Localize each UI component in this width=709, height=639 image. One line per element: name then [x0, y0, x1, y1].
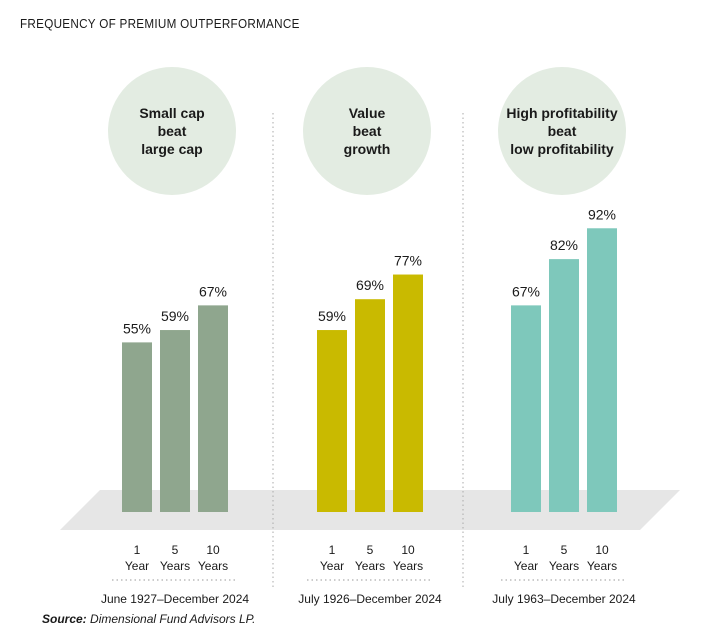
value-label: 69%	[356, 277, 384, 293]
bar	[511, 305, 541, 512]
bubble-label: Small cap	[139, 105, 204, 121]
value-label: 92%	[588, 206, 616, 222]
bubble-label: large cap	[141, 141, 202, 157]
chart-title: FREQUENCY OF PREMIUM OUTPERFORMANCE	[20, 16, 300, 31]
bar	[317, 330, 347, 512]
x-tick-label: 1	[523, 543, 530, 557]
x-tick-label: Years	[549, 559, 579, 573]
x-tick-label: Years	[160, 559, 190, 573]
x-tick-label: Years	[198, 559, 228, 573]
bar	[587, 228, 617, 512]
source-text: Dimensional Fund Advisors LP.	[86, 612, 256, 626]
x-tick-label: Year	[125, 559, 149, 573]
group-1: Small cap beat large cap 55% 1 Year 59% 5 Years 6…	[101, 67, 249, 606]
source-note: Source: Dimensional Fund Advisors LP.	[42, 612, 255, 626]
bar	[160, 330, 190, 512]
x-tick-label: Years	[355, 559, 385, 573]
bubble-label: Value	[349, 105, 386, 121]
x-tick-label: 5	[172, 543, 179, 557]
x-tick-label: 1	[329, 543, 336, 557]
bar	[393, 274, 423, 512]
x-tick-label: 10	[401, 543, 415, 557]
bubble-label: low profitability	[510, 141, 614, 157]
x-tick-label: Year	[320, 559, 344, 573]
bar	[355, 299, 385, 512]
x-tick-label: 5	[561, 543, 568, 557]
period-label: July 1963–December 2024	[492, 592, 636, 606]
period-label: July 1926–December 2024	[298, 592, 442, 606]
value-label: 59%	[318, 308, 346, 324]
bubble-circle	[108, 67, 236, 195]
bar	[122, 342, 152, 512]
source-label: Source:	[42, 612, 87, 626]
x-tick-label: Years	[393, 559, 423, 573]
bar	[549, 259, 579, 512]
value-label: 77%	[394, 253, 422, 269]
x-tick-label: 10	[206, 543, 220, 557]
x-tick-label: Years	[587, 559, 617, 573]
value-label: 67%	[512, 283, 540, 299]
bubble-label: High profitability	[506, 105, 617, 121]
bubble-label: beat	[353, 123, 382, 139]
x-tick-label: 5	[367, 543, 374, 557]
value-label: 59%	[161, 308, 189, 324]
x-tick-label: 1	[134, 543, 141, 557]
bar	[198, 305, 228, 512]
group-3: High profitability beat low profitability 6…	[492, 67, 636, 606]
value-label: 82%	[550, 237, 578, 253]
period-label: June 1927–December 2024	[101, 592, 249, 606]
value-label: 55%	[123, 320, 151, 336]
group-2: Value beat growth 59% 1 Year 69% 5 Years 77% 10 Yea…	[298, 67, 442, 606]
x-tick-label: 10	[595, 543, 609, 557]
bubble-label: beat	[548, 123, 577, 139]
x-tick-label: Year	[514, 559, 538, 573]
bubble-label: growth	[344, 141, 391, 157]
bubble-circle	[303, 67, 431, 195]
bubble-label: beat	[158, 123, 187, 139]
value-label: 67%	[199, 283, 227, 299]
bubble-circle	[498, 67, 626, 195]
